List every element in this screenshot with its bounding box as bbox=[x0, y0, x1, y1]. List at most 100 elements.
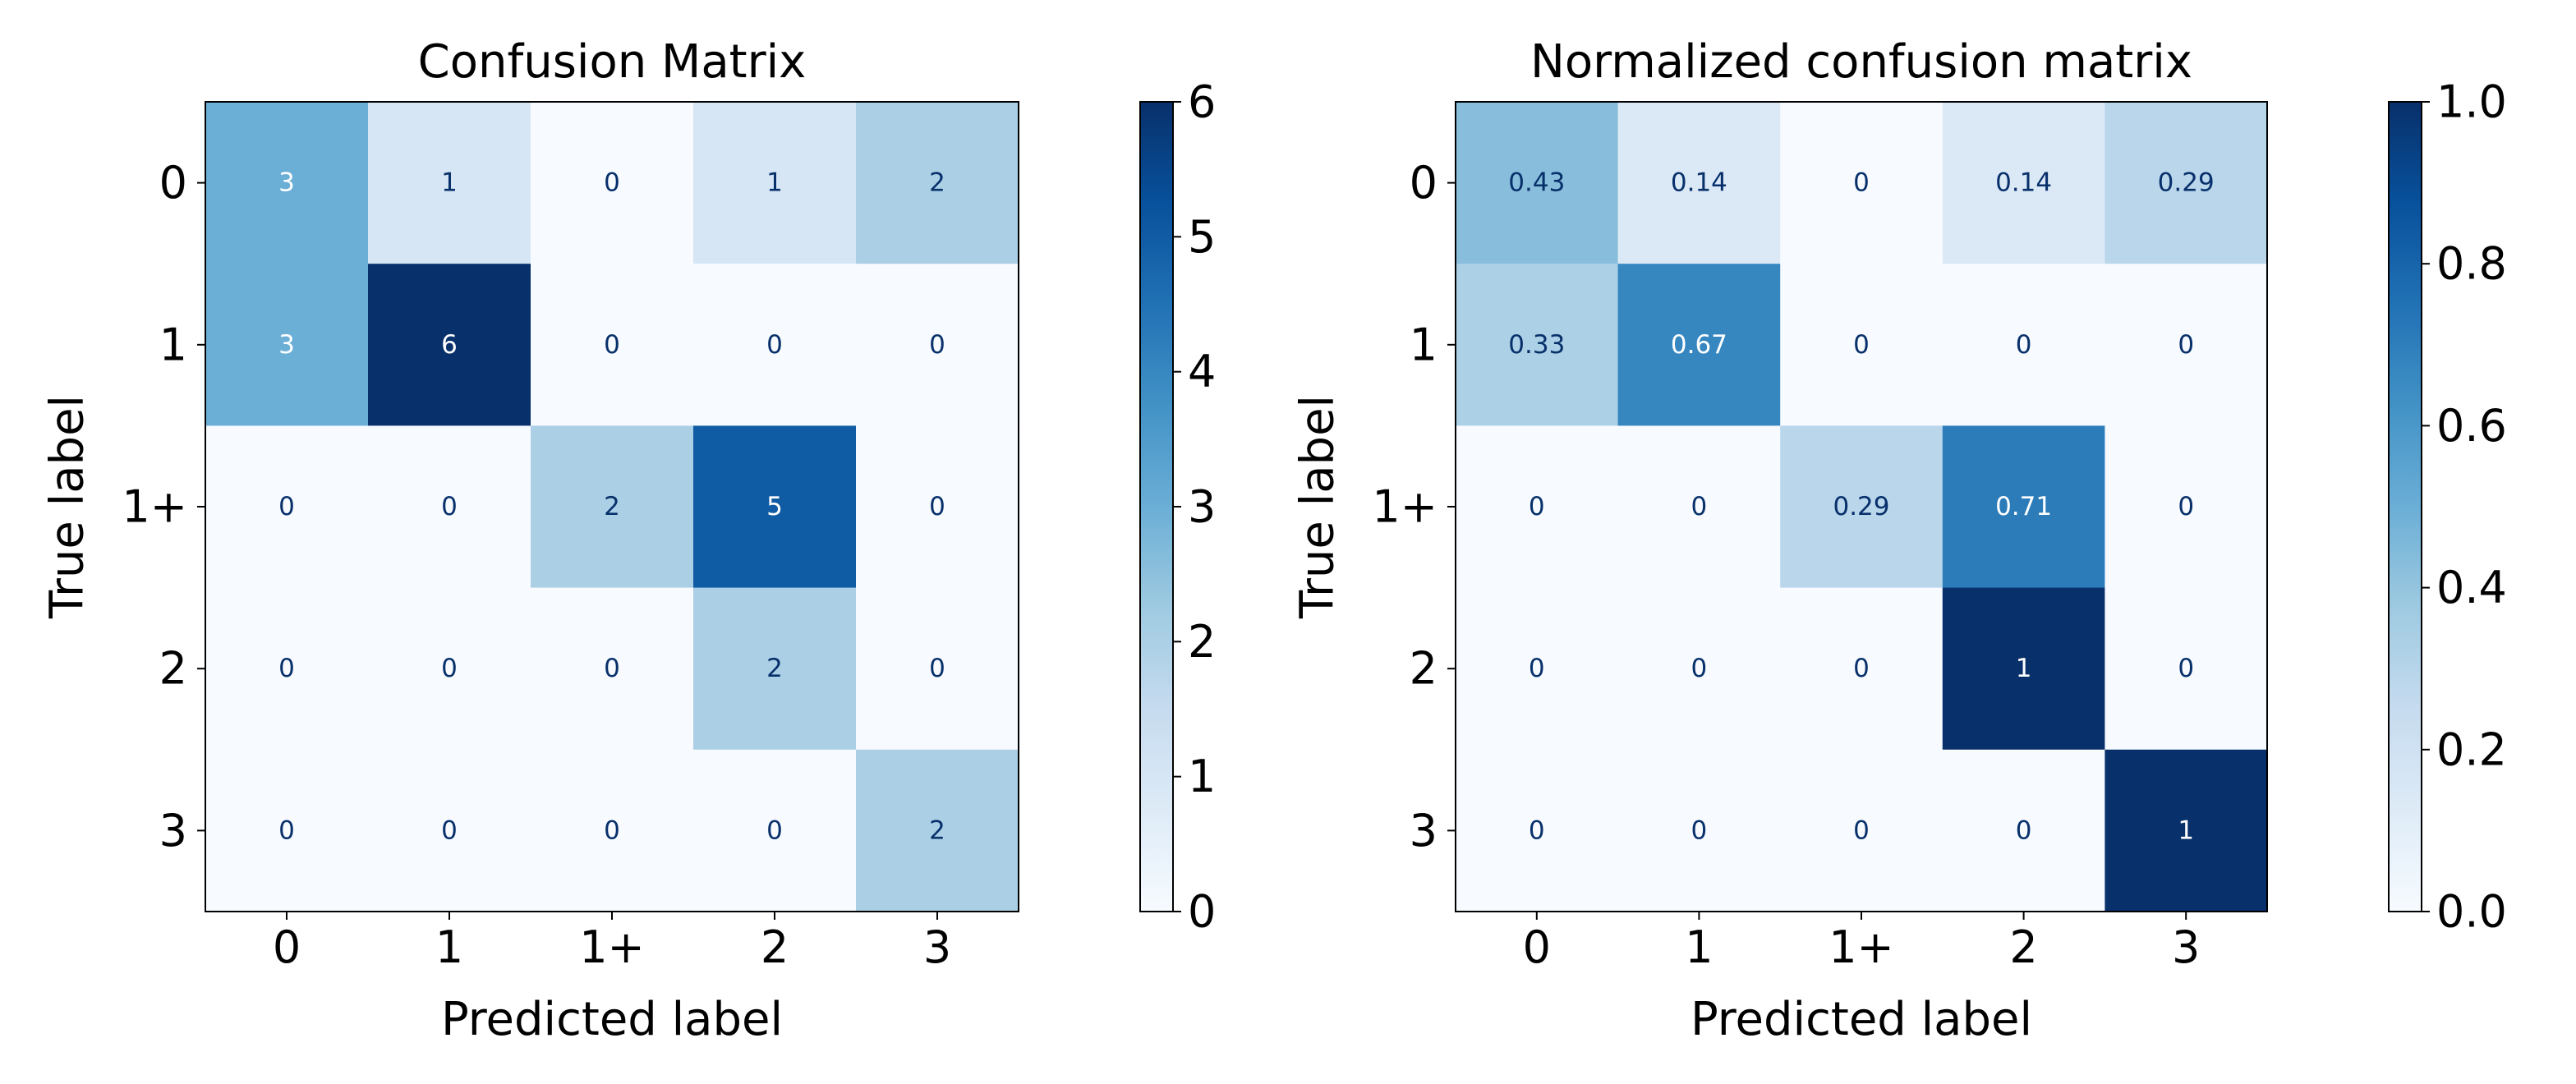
norm-cm-cell-label: 0 bbox=[2016, 815, 2032, 845]
cm-cell bbox=[205, 264, 369, 426]
cm-cell bbox=[205, 102, 369, 264]
cm-colorbar-tick-label: 1 bbox=[1188, 751, 1216, 802]
norm-cm-cell bbox=[1942, 425, 2105, 589]
cm-cell-label: 0 bbox=[929, 654, 945, 683]
norm-cm-y-tick-label: 1+ bbox=[1372, 481, 1438, 533]
norm-cm-cell bbox=[1942, 102, 2105, 264]
cm-colorbar-tick-label: 2 bbox=[1188, 616, 1216, 668]
cm-cell bbox=[693, 587, 857, 751]
cm-cell-label: 0 bbox=[766, 815, 783, 845]
norm-cm-y-tick-label: 2 bbox=[1410, 643, 1438, 695]
norm-cm-cell bbox=[1942, 264, 2105, 426]
cm-cell-label: 0 bbox=[604, 168, 620, 198]
cm-cell-label: 0 bbox=[441, 654, 458, 683]
cm-cell-label: 0 bbox=[604, 815, 620, 845]
norm-cm-cell bbox=[1617, 749, 1781, 912]
cm-cell-label: 0 bbox=[441, 492, 458, 521]
cm-cell bbox=[856, 102, 1019, 264]
cm-cell bbox=[531, 587, 694, 751]
norm-cm-cell-label: 0.71 bbox=[1995, 492, 2052, 521]
norm-cm-cell-label: 0 bbox=[1691, 815, 1708, 845]
norm-cm-cell bbox=[1456, 264, 1619, 426]
cm-x-tick-label: 0 bbox=[273, 921, 301, 973]
norm-cm-x-tick-label: 1 bbox=[1685, 921, 1713, 973]
norm-cm-cell-label: 0 bbox=[1853, 330, 1870, 360]
norm-cm-cell bbox=[1942, 587, 2105, 751]
norm-cm-cell bbox=[1780, 749, 1944, 912]
norm-cm-cell bbox=[1617, 425, 1781, 589]
cm-colorbar-tick-label: 5 bbox=[1188, 211, 1216, 263]
cm-cell bbox=[368, 264, 531, 426]
norm-cm-x-tick-label: 1+ bbox=[1828, 921, 1894, 973]
norm-cm-colorbar-tick-label: 0.2 bbox=[2436, 723, 2507, 775]
cm-cell bbox=[856, 749, 1019, 912]
cm-x-tick-label: 1+ bbox=[579, 921, 645, 973]
cm-y-tick-label: 1 bbox=[159, 319, 187, 370]
cm-panel: 3 1 0 1 2 3 6 0 0 0 0 0 2 5 0 0 0 0 2 0 0 0 0 0 2 0 1 1+ 2 3 0 1 1+ 2 3 Con… bbox=[41, 35, 1217, 1046]
norm-cm-cell bbox=[2104, 425, 2268, 589]
cm-cell-label: 1 bbox=[441, 168, 458, 198]
norm-cm-x-tick-label: 0 bbox=[1523, 921, 1551, 973]
cm-ylabel: True label bbox=[41, 395, 94, 619]
cm-y-tick-label: 1+ bbox=[122, 481, 187, 533]
norm-cm-cell-label: 0.29 bbox=[1833, 492, 1889, 521]
cm-cell bbox=[531, 102, 694, 264]
cm-cell-label: 5 bbox=[766, 492, 783, 521]
norm-cm-panel: 0.43 0.14 0 0.14 0.290.33 0.67 0 0 00 0 0.29 0.71 00… bbox=[1291, 35, 2507, 1046]
cm-y-tick-label: 0 bbox=[159, 157, 187, 209]
cm-cell-label: 0 bbox=[604, 654, 620, 683]
norm-cm-cell-label: 0 bbox=[2178, 492, 2194, 521]
norm-cm-x-tick-label: 3 bbox=[2172, 921, 2200, 973]
norm-cm-cell-label: 0 bbox=[1529, 492, 1545, 521]
cm-cell-label: 6 bbox=[441, 330, 458, 360]
norm-cm-cell bbox=[1617, 587, 1781, 751]
cm-cell-label: 2 bbox=[766, 654, 783, 683]
cm-cell bbox=[693, 425, 857, 589]
cm-cell bbox=[205, 425, 369, 589]
cm-cell-label: 3 bbox=[278, 330, 295, 360]
cm-cell bbox=[856, 587, 1019, 751]
norm-cm-cell bbox=[1617, 102, 1781, 264]
norm-cm-colorbar-tick-label: 0.0 bbox=[2436, 886, 2507, 938]
norm-cm-cell-label: 0 bbox=[2178, 330, 2194, 360]
norm-cm-cell bbox=[1456, 587, 1619, 751]
cm-cell bbox=[368, 102, 531, 264]
cm-y-tick-label: 2 bbox=[159, 643, 187, 695]
cm-x-tick-label: 1 bbox=[435, 921, 463, 973]
norm-cm-x-tick-label: 2 bbox=[2009, 921, 2037, 973]
norm-cm-cell-label: 0 bbox=[1691, 654, 1708, 683]
cm-cell-label: 0 bbox=[766, 330, 783, 360]
cm-cell bbox=[368, 587, 531, 751]
cm-colorbar bbox=[1139, 101, 1174, 912]
norm-cm-cell-label: 0.14 bbox=[1671, 168, 1727, 198]
cm-cell bbox=[856, 425, 1019, 589]
cm-cell bbox=[856, 264, 1019, 426]
cm-y-tick-label: 3 bbox=[159, 805, 187, 857]
norm-cm-cell bbox=[1456, 749, 1619, 912]
norm-cm-ylabel: True label bbox=[1291, 395, 1345, 619]
cm-cell-label: 0 bbox=[441, 815, 458, 845]
norm-cm-cell bbox=[1617, 264, 1781, 426]
cm-cell-label: 3 bbox=[278, 168, 295, 198]
cm-cell-label: 0 bbox=[278, 815, 295, 845]
norm-cm-cell-label: 0.14 bbox=[1995, 168, 2052, 198]
cm-title: Confusion Matrix bbox=[418, 35, 807, 89]
cm-cell bbox=[531, 749, 694, 912]
norm-cm-title: Normalized confusion matrix bbox=[1530, 35, 2192, 89]
cm-cell-label: 2 bbox=[604, 492, 620, 521]
cm-cell bbox=[693, 102, 857, 264]
norm-cm-cell-label: 0.43 bbox=[1508, 168, 1565, 198]
norm-cm-cell bbox=[1942, 749, 2105, 912]
norm-cm-cell bbox=[1780, 264, 1944, 426]
norm-cm-colorbar-tick-label: 1.0 bbox=[2436, 76, 2507, 128]
norm-cm-xlabel: Predicted label bbox=[1690, 993, 2032, 1046]
cm-cell bbox=[205, 749, 369, 912]
norm-cm-cell bbox=[2104, 587, 2268, 751]
norm-cm-colorbar-tick-label: 0.6 bbox=[2436, 400, 2507, 452]
cm-cell-label: 0 bbox=[278, 654, 295, 683]
cm-cell bbox=[368, 425, 531, 589]
norm-cm-cell bbox=[1780, 425, 1944, 589]
norm-cm-cell-label: 0 bbox=[2016, 330, 2032, 360]
norm-cm-cell bbox=[1456, 102, 1619, 264]
